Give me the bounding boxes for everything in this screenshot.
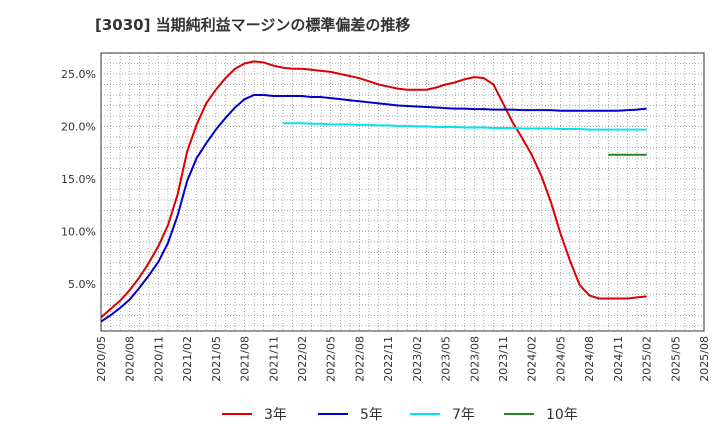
x-tick-label: 2022/08 (353, 336, 366, 382)
x-tick-label: 2020/05 (95, 336, 108, 382)
x-tick-label: 2021/05 (210, 336, 223, 382)
x-tick-label: 2024/02 (526, 336, 539, 382)
x-axis-ticks: 2020/05 2020/08 2020/11 2021/02 2021/05 2021/… (95, 336, 711, 382)
y-tick-label: 10.0% (61, 225, 96, 238)
legend: 3年 5年 7年 10年 (222, 407, 578, 423)
x-tick-label: 2021/02 (181, 336, 194, 382)
x-tick-label: 2024/05 (554, 336, 567, 382)
plot-frame (100, 52, 705, 332)
y-tick-label: 25.0% (61, 68, 96, 81)
x-tick-label: 2023/02 (411, 336, 424, 382)
x-tick-label: 2023/08 (468, 336, 481, 382)
x-tick-label: 2023/05 (440, 336, 453, 382)
legend-label: 3年 (264, 407, 287, 423)
x-tick-label: 2020/11 (152, 336, 165, 382)
x-tick-label: 2023/11 (497, 336, 510, 382)
legend-label: 7年 (452, 407, 475, 423)
x-tick-label: 2021/08 (239, 336, 252, 382)
legend-label: 5年 (360, 407, 383, 423)
x-tick-label: 2024/11 (612, 336, 625, 382)
y-tick-label: 15.0% (61, 173, 96, 186)
x-tick-label: 2025/02 (641, 336, 654, 382)
y-axis-ticks: 5.0% 10.0% 15.0% 20.0% 25.0% (61, 68, 96, 291)
x-tick-label: 2025/08 (698, 336, 711, 382)
x-tick-label: 2022/05 (325, 336, 338, 382)
series-lines (100, 60, 647, 323)
series-line (100, 60, 647, 319)
x-tick-label: 2024/08 (583, 336, 596, 382)
chart-title: [3030] 当期純利益マージンの標準偏差の推移 (95, 16, 411, 34)
legend-label: 10年 (546, 407, 578, 423)
series-line (282, 122, 647, 131)
x-tick-label: 2021/11 (267, 336, 280, 382)
plot-area (101, 53, 704, 331)
x-tick-label: 2025/05 (669, 336, 682, 382)
y-tick-label: 5.0% (68, 278, 96, 291)
series-line (100, 93, 647, 323)
x-tick-label: 2022/11 (382, 336, 395, 382)
x-tick-label: 2022/02 (296, 336, 309, 382)
x-tick-label: 2020/08 (124, 336, 137, 382)
y-tick-label: 20.0% (61, 120, 96, 133)
